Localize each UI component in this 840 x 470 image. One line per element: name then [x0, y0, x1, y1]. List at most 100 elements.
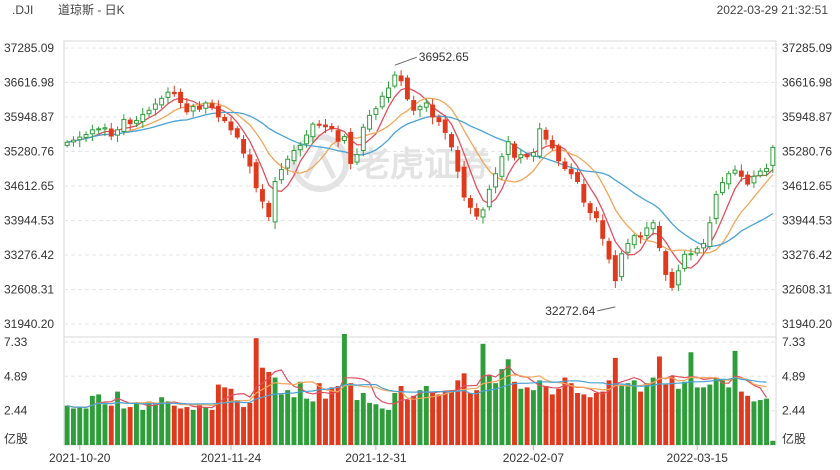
candle-up: [493, 173, 499, 188]
volume-bar-down: [461, 373, 467, 445]
volume-bar-up: [341, 333, 347, 445]
volume-ma20-line: [67, 377, 767, 409]
volume-tick-left: 2.44: [4, 404, 28, 418]
volume-bar-down: [241, 407, 247, 445]
volume-bar-up: [354, 400, 360, 445]
candle-up: [121, 119, 127, 132]
volume-bar-up: [291, 397, 297, 445]
volume-bar-down: [449, 390, 454, 445]
volume-bar-down: [108, 405, 114, 445]
candle-up: [297, 144, 303, 151]
candle-down: [581, 184, 587, 203]
volume-bar-up: [159, 397, 165, 445]
datetime-label: 2022-03-29 21:32:51: [717, 3, 829, 17]
watermark-logo-stroke: [303, 144, 337, 180]
candle-up: [291, 150, 297, 162]
price-tick-left: 37285.09: [4, 41, 54, 55]
volume-bar-down: [197, 404, 202, 445]
volume-moving-averages: [67, 365, 768, 409]
price-tick-left: 32608.31: [4, 283, 54, 297]
volume-bar-up: [694, 387, 700, 445]
volume-bar-up: [530, 390, 536, 445]
candle-down: [316, 123, 322, 126]
candle-up: [701, 242, 706, 249]
volume-bar-down: [171, 405, 177, 445]
candle-down: [411, 100, 417, 111]
volume-bar-up: [297, 381, 303, 445]
volume-bar-up: [310, 401, 316, 445]
symbol-label: .DJI: [12, 3, 33, 17]
candle-down: [404, 77, 410, 100]
candle-up: [278, 169, 284, 181]
date-tick-label: 2022-02-07: [503, 451, 565, 465]
candle-down: [669, 272, 675, 288]
volume-axis-right: 7.33 4.89 2.44: [782, 335, 806, 418]
candle-up: [310, 123, 316, 138]
volume-bar-up: [96, 394, 102, 445]
date-tick-label: 2021-12-31: [345, 451, 407, 465]
volume-unit-right: 亿股: [782, 431, 806, 446]
volume-bar-up: [505, 359, 511, 445]
candle-up: [688, 253, 694, 256]
volume-bar-up: [285, 390, 291, 445]
candle-down: [348, 132, 354, 164]
volume-bar-down: [234, 400, 240, 445]
candle-up: [650, 222, 656, 230]
volume-bar-up: [732, 350, 738, 445]
volume-bar-up: [272, 377, 278, 445]
candle-down: [436, 117, 442, 123]
candle-up: [757, 170, 763, 177]
volume-bar-down: [663, 384, 669, 445]
volume-bar-down: [562, 377, 568, 445]
volume-bar-down: [467, 393, 473, 445]
candle-down: [228, 121, 234, 131]
price-tick-right: 34612.65: [782, 179, 832, 193]
candle-up: [70, 139, 76, 143]
candle-down: [474, 208, 480, 217]
volume-tick-right: 2.44: [782, 404, 806, 418]
volume-bar-down: [127, 407, 133, 445]
high-annotation-leader: [394, 56, 417, 66]
candle-up: [732, 169, 738, 174]
candle-up: [726, 173, 732, 185]
volume-bar-down: [323, 398, 328, 445]
candle-down: [455, 150, 461, 172]
candle-up: [134, 120, 139, 124]
price-tick-left: 33944.53: [4, 214, 54, 228]
volume-bar-down: [738, 391, 744, 445]
candle-up: [77, 136, 83, 141]
volume-bar-down: [398, 385, 404, 445]
ma20-line: [67, 111, 774, 248]
candle-up: [96, 128, 102, 131]
candle-down: [171, 91, 177, 95]
candle-down: [449, 134, 454, 148]
candle-down: [568, 168, 574, 175]
low-annotation-leader: [597, 306, 616, 312]
candle-up: [713, 193, 719, 220]
volume-bar-up: [631, 380, 637, 445]
candle-down: [524, 154, 530, 158]
volume-bar-up: [537, 380, 543, 445]
price-tick-right: 31940.20: [782, 317, 832, 331]
candle-up: [379, 95, 385, 108]
candle-up: [625, 242, 631, 253]
volume-bar-down: [436, 394, 442, 445]
candle-down: [247, 154, 253, 167]
candle-down: [197, 105, 202, 110]
volume-bar-up: [417, 390, 423, 445]
candlestick-series: [64, 70, 776, 292]
volume-tick-left: 4.89: [4, 369, 28, 383]
volume-bar-down: [209, 409, 215, 445]
candle-down: [209, 103, 215, 109]
candle-down: [745, 174, 751, 185]
candle-down: [612, 255, 618, 282]
volume-bar-down: [587, 397, 593, 445]
volume-unit-left: 亿股: [4, 431, 28, 446]
volume-bar-up: [707, 384, 713, 445]
ma5-line: [67, 87, 774, 269]
candle-up: [367, 114, 373, 130]
candle-up: [159, 97, 165, 106]
volume-bar-down: [568, 383, 574, 445]
volume-bar-up: [480, 343, 486, 445]
